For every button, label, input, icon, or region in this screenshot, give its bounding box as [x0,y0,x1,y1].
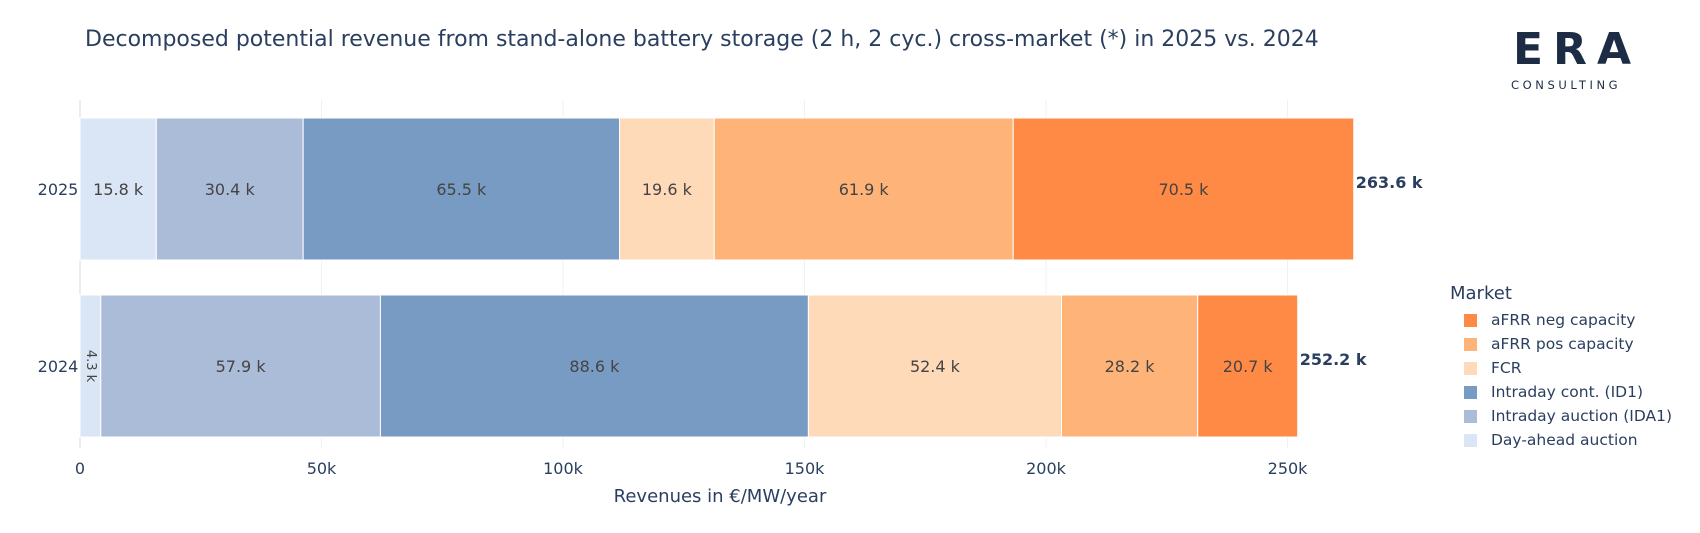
logo-subtitle: CONSULTING [1511,78,1622,92]
segment-value-label: 61.9 k [839,180,890,199]
legend-item[interactable]: aFRR neg capacity [1450,308,1672,332]
y-tick-label: 2024 [38,357,79,376]
x-tick-label: 0 [75,459,85,478]
legend-swatch [1464,337,1477,351]
y-tick-label: 2025 [38,180,79,199]
legend-item[interactable]: Intraday auction (IDA1) [1450,404,1672,428]
legend-item-label: Intraday auction (IDA1) [1491,407,1673,425]
segment-value-label: 88.6 k [569,357,620,376]
x-tick-label: 250k [1268,459,1309,478]
legend-item-label: Intraday cont. (ID1) [1491,383,1644,401]
segment-value-label: 30.4 k [205,180,256,199]
x-tick-label: 150k [785,459,826,478]
legend-swatch [1464,361,1477,375]
chart-title: Decomposed potential revenue from stand-… [85,27,1319,52]
x-tick-label: 100k [543,459,584,478]
bar-segment [1197,294,1299,438]
bar-segment [1060,294,1199,438]
legend-item[interactable]: FCR [1450,356,1672,380]
legend: Market aFRR neg capacity aFRR pos capacit… [1450,283,1672,452]
bar-segment [713,117,1014,261]
bar-segment [100,294,381,438]
bar-total-label: 263.6 k [1356,173,1423,192]
x-axis-ticks: 0 50k 100k 150k 200k 250k [75,459,1308,478]
legend-item[interactable]: Day-ahead auction [1450,428,1672,452]
x-tick-label: 200k [1026,459,1067,478]
legend-swatch [1464,409,1477,423]
total-labels: 263.6 k 252.2 k [1300,173,1423,369]
legend-title: Market [1450,283,1512,304]
segment-labels: 15.8 k 30.4 k 65.5 k 19.6 k 61.9 k 70.5 k 4.3 … [83,180,1274,383]
bar-segment [1012,117,1355,261]
legend-item-label: FCR [1491,359,1522,377]
legend-item-label: Day-ahead auction [1491,431,1638,449]
legend-item[interactable]: Intraday cont. (ID1) [1450,380,1672,404]
y-axis-ticks: 2025 2024 [38,180,79,376]
segment-value-label: 52.4 k [910,357,961,376]
x-tick-label: 50k [307,459,337,478]
segment-value-label: 20.7 k [1223,357,1274,376]
bar-total-label: 252.2 k [1300,350,1367,369]
bar-segment [619,117,715,261]
bar-segment [302,117,621,261]
legend-item-label: aFRR neg capacity [1491,311,1636,329]
bars [79,117,1355,438]
segment-value-label: 65.5 k [436,180,487,199]
segment-value-label: 15.8 k [93,180,144,199]
logo-wordmark: ERA [1513,24,1641,75]
segment-value-label: 28.2 k [1105,357,1156,376]
legend-item-label: aFRR pos capacity [1491,335,1634,353]
legend-items: aFRR neg capacity aFRR pos capacity FCR Int… [1450,308,1672,452]
segment-value-label: 4.3 k [83,350,98,383]
legend-swatch [1464,433,1477,447]
x-axis-title: Revenues in €/MW/year [614,486,827,507]
bar-segment [807,294,1062,438]
era-consulting-logo: ERA CONSULTING [1505,28,1635,98]
segment-value-label: 70.5 k [1158,180,1209,199]
segment-value-label: 19.6 k [642,180,693,199]
segment-value-label: 57.9 k [216,357,267,376]
legend-swatch [1464,313,1477,327]
legend-item[interactable]: aFRR pos capacity [1450,332,1672,356]
bar-segment [79,117,157,261]
bar-segment [155,117,304,261]
legend-swatch [1464,385,1477,399]
